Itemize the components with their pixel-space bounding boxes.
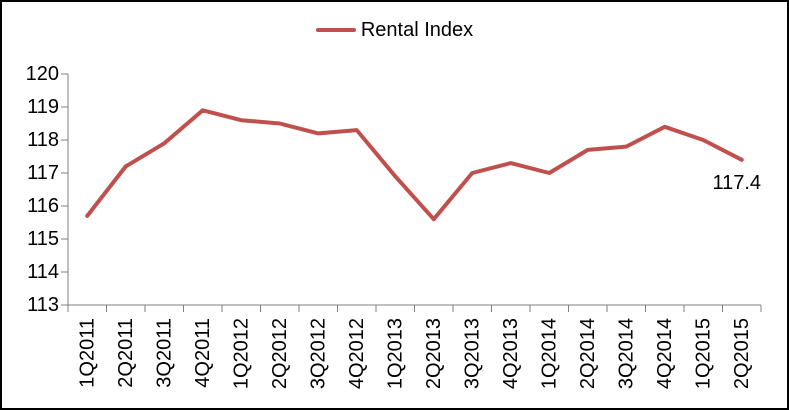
y-axis-tick-label: 117 [27,162,59,184]
x-axis-tick-label: 1Q2014 [538,318,560,389]
x-axis-tick-label: 2Q2015 [731,318,753,389]
y-axis-tick-label: 113 [27,294,59,316]
x-axis-tick-label: 2Q2012 [269,318,291,389]
y-axis-tick-label: 118 [27,129,59,151]
y-axis-tick-label: 114 [27,261,59,283]
x-axis-tick-label: 4Q2013 [500,318,522,389]
y-axis-tick-label: 115 [27,228,59,250]
x-axis-tick-label: 2Q2011 [115,318,137,388]
x-axis-tick-label: 3Q2013 [461,318,483,389]
x-axis-tick-label: 1Q2015 [692,318,714,389]
x-axis-tick-label: 1Q2013 [384,318,406,389]
data-label-last-point: 117.4 [712,172,761,194]
series-line-rental-index [85,108,744,222]
x-axis-tick-label: 1Q2011 [76,318,98,388]
y-axis-tick-label: 120 [26,63,59,85]
x-axis-tick-label: 4Q2011 [192,318,214,388]
y-axis-tick-label: 116 [27,195,59,217]
x-axis-tick-label: 4Q2012 [346,318,368,389]
x-axis-tick-label: 4Q2014 [654,318,676,389]
x-axis-tick-label: 3Q2011 [153,318,175,388]
x-axis-tick-label: 1Q2012 [230,318,252,389]
x-axis-tick-label: 2Q2013 [423,318,445,389]
y-axis-tick-label: 119 [27,96,59,118]
x-axis-tick-label: 2Q2014 [577,318,599,389]
x-axis-tick-label: 3Q2012 [307,318,329,389]
x-axis-tick-label: 3Q2014 [615,318,637,389]
